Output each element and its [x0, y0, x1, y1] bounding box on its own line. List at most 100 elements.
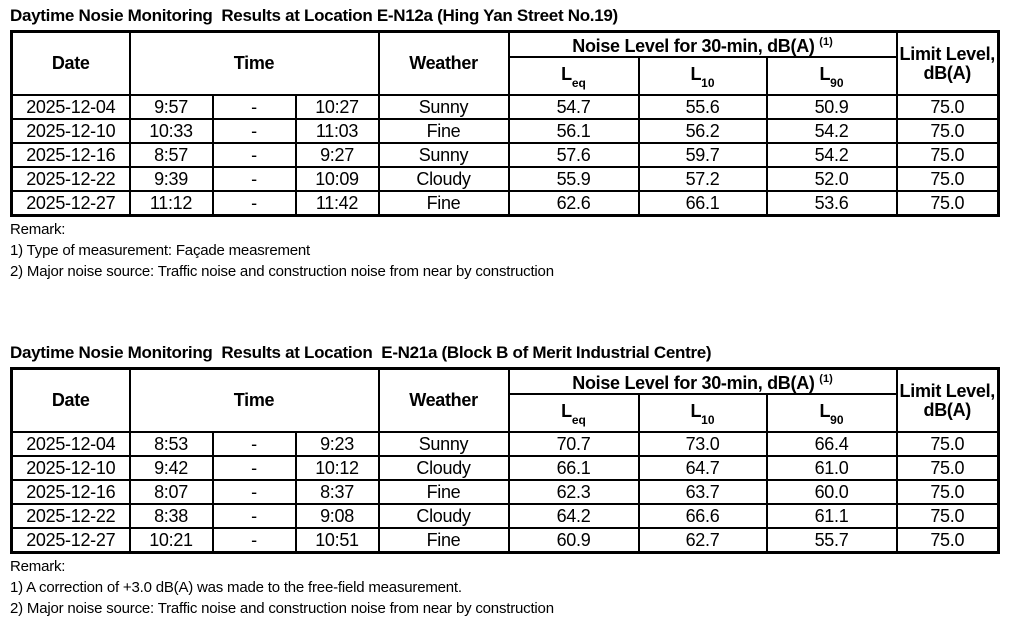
- cell-time-end: 9:08: [294, 503, 380, 529]
- cell-l90: 61.0: [765, 455, 898, 481]
- leq-subscript: eq: [571, 412, 586, 427]
- cell-weather: Fine: [377, 118, 510, 144]
- table-row: 2025-12-16 8:07 - 8:37 Fine 62.3 63.7 60…: [10, 479, 1000, 505]
- cell-time-dash: -: [211, 142, 297, 168]
- cell-limit: 75.0: [895, 479, 1000, 505]
- cell-l90: 61.1: [765, 503, 898, 529]
- col-header-weather: Weather: [377, 367, 510, 433]
- cell-leq: 62.3: [507, 479, 640, 505]
- col-header-time: Time: [128, 30, 380, 96]
- col-header-l90: L90: [765, 393, 898, 433]
- cell-l90: 52.0: [765, 166, 898, 192]
- remark-block: Remark: 1) Type of measurement: Façade m…: [10, 219, 1000, 282]
- cell-weather: Fine: [377, 527, 510, 554]
- cell-l10: 73.0: [637, 431, 768, 457]
- cell-date: 2025-12-10: [10, 118, 131, 144]
- cell-time-start: 10:21: [128, 527, 214, 554]
- cell-l90: 66.4: [765, 431, 898, 457]
- leq-base: L: [561, 64, 572, 85]
- l10-subscript: 10: [701, 412, 715, 427]
- cell-date: 2025-12-04: [10, 431, 131, 457]
- cell-time-start: 8:53: [128, 431, 214, 457]
- remark-line-2: 2) Major noise source: Traffic noise and…: [10, 263, 554, 280]
- cell-date: 2025-12-22: [10, 503, 131, 529]
- remark-block: Remark: 1) A correction of +3.0 dB(A) wa…: [10, 556, 1000, 619]
- noise-group-label: Noise Level for 30-min, dB(A): [572, 36, 815, 56]
- table-row: 2025-12-16 8:57 - 9:27 Sunny 57.6 59.7 5…: [10, 142, 1000, 168]
- cell-leq: 62.6: [507, 190, 640, 217]
- noise-table: Date Time Weather Noise Level for 30-min…: [10, 367, 1001, 554]
- cell-time-start: 9:42: [128, 455, 214, 481]
- noise-table-section-1: Daytime Nosie Monitoring Results at Loca…: [10, 6, 1001, 282]
- cell-date: 2025-12-22: [10, 166, 131, 192]
- table-row: 2025-12-04 8:53 - 9:23 Sunny 70.7 73.0 6…: [10, 431, 1000, 457]
- table-title: Daytime Nosie Monitoring Results at Loca…: [10, 343, 712, 362]
- cell-limit: 75.0: [895, 431, 1000, 457]
- cell-weather: Sunny: [377, 142, 510, 168]
- col-header-limit: Limit Level, dB(A): [895, 30, 1000, 96]
- noise-table-section-2: Daytime Nosie Monitoring Results at Loca…: [10, 343, 1001, 619]
- cell-l10: 62.7: [637, 527, 768, 554]
- cell-time-start: 9:57: [128, 94, 214, 120]
- remark-label: Remark:: [10, 221, 66, 238]
- cell-limit: 75.0: [895, 527, 1000, 554]
- cell-l90: 55.7: [765, 527, 898, 554]
- cell-time-dash: -: [211, 479, 297, 505]
- cell-l10: 57.2: [637, 166, 768, 192]
- cell-leq: 55.9: [507, 166, 640, 192]
- cell-limit: 75.0: [895, 190, 1000, 217]
- noise-group-label: Noise Level for 30-min, dB(A): [572, 373, 815, 393]
- table-row: 2025-12-27 10:21 - 10:51 Fine 60.9 62.7 …: [10, 527, 1000, 554]
- cell-limit: 75.0: [895, 166, 1000, 192]
- cell-limit: 75.0: [895, 142, 1000, 168]
- cell-time-end: 10:51: [294, 527, 380, 554]
- cell-weather: Sunny: [377, 94, 510, 120]
- cell-time-dash: -: [211, 455, 297, 481]
- cell-leq: 64.2: [507, 503, 640, 529]
- cell-leq: 54.7: [507, 94, 640, 120]
- col-header-noise-group: Noise Level for 30-min, dB(A) (1): [507, 30, 898, 58]
- col-header-l10: L10: [637, 393, 768, 433]
- cell-date: 2025-12-27: [10, 190, 131, 217]
- cell-date: 2025-12-16: [10, 479, 131, 505]
- cell-time-dash: -: [211, 166, 297, 192]
- cell-l10: 66.1: [637, 190, 768, 217]
- cell-l90: 53.6: [765, 190, 898, 217]
- leq-base: L: [561, 401, 572, 422]
- col-header-leq: Leq: [507, 393, 640, 433]
- remark-line-2: 2) Major noise source: Traffic noise and…: [10, 600, 554, 617]
- cell-leq: 66.1: [507, 455, 640, 481]
- cell-weather: Cloudy: [377, 503, 510, 529]
- cell-date: 2025-12-27: [10, 527, 131, 554]
- col-header-l10: L10: [637, 56, 768, 96]
- cell-time-start: 11:12: [128, 190, 214, 217]
- limit-header-line1: Limit Level,: [899, 380, 996, 401]
- table-row: 2025-12-10 9:42 - 10:12 Cloudy 66.1 64.7…: [10, 455, 1000, 481]
- cell-leq: 56.1: [507, 118, 640, 144]
- cell-time-start: 8:38: [128, 503, 214, 529]
- cell-time-end: 11:03: [294, 118, 380, 144]
- l90-base: L: [819, 64, 831, 85]
- cell-time-dash: -: [211, 431, 297, 457]
- col-header-date: Date: [10, 367, 131, 433]
- cell-time-start: 9:39: [128, 166, 214, 192]
- header-row-group: Date Time Weather Noise Level for 30-min…: [10, 30, 1000, 96]
- cell-limit: 75.0: [895, 94, 1000, 120]
- remark-line-1: 1) A correction of +3.0 dB(A) was made t…: [10, 579, 462, 596]
- cell-leq: 70.7: [507, 431, 640, 457]
- cell-time-dash: -: [211, 527, 297, 554]
- cell-l90: 50.9: [765, 94, 898, 120]
- noise-table: Date Time Weather Noise Level for 30-min…: [10, 30, 1001, 217]
- cell-time-end: 9:23: [294, 431, 380, 457]
- cell-l90: 60.0: [765, 479, 898, 505]
- cell-time-dash: -: [211, 118, 297, 144]
- cell-time-end: 10:12: [294, 455, 380, 481]
- table-title: Daytime Nosie Monitoring Results at Loca…: [10, 6, 618, 25]
- cell-time-start: 10:33: [128, 118, 214, 144]
- cell-l10: 56.2: [637, 118, 768, 144]
- cell-limit: 75.0: [895, 455, 1000, 481]
- col-header-noise-group: Noise Level for 30-min, dB(A) (1): [507, 367, 898, 395]
- table-row: 2025-12-04 9:57 - 10:27 Sunny 54.7 55.6 …: [10, 94, 1000, 120]
- cell-time-dash: -: [211, 94, 297, 120]
